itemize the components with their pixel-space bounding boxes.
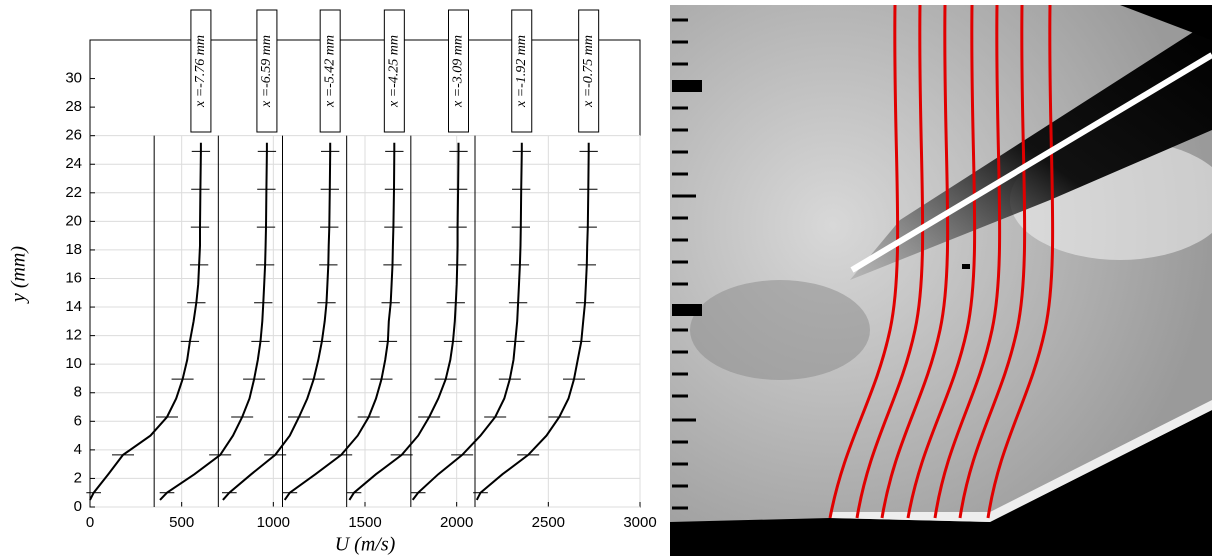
y-axis-label: y (mm): [8, 246, 30, 304]
x-tick-label: 2500: [532, 514, 565, 531]
legend-box: [383, 9, 405, 133]
y-tick-label: 18: [65, 241, 82, 258]
y-tick-label: 28: [65, 98, 82, 115]
x-tick-label: 3000: [623, 514, 656, 531]
x-tick-label: 1500: [348, 514, 381, 531]
plot: 0 500 1000 1500 2000 2500 30000246810121416182…: [65, 9, 657, 531]
legend-box: [448, 9, 469, 133]
scale-ticks: [672, 18, 696, 510]
x-tick-label: 500: [169, 514, 194, 531]
y-tick-label: 20: [65, 212, 82, 229]
x-tick-label: 2000: [440, 514, 473, 531]
wall-edge: [830, 400, 1212, 522]
y-tick-label: 16: [65, 269, 82, 286]
y-tick-label: 10: [65, 355, 82, 372]
legend-label: x =-6.59 mm: [259, 35, 274, 108]
legend-label: x =-1.92 mm: [514, 35, 529, 108]
legend-label: x =-0.75 mm: [581, 35, 596, 108]
legend-entry: x =-5.42 mm: [319, 9, 341, 133]
x-tick-label: 1000: [257, 514, 290, 531]
shock-line: [850, 52, 1212, 273]
scale-block: [672, 80, 702, 92]
y-tick-label: 22: [65, 184, 82, 201]
profile-line: [475, 142, 590, 501]
y-tick-label: 24: [65, 155, 82, 172]
profile-line: [89, 142, 202, 501]
image-shade: [690, 280, 870, 380]
y-tick-label: 8: [74, 384, 82, 401]
y-tick-label: 0: [74, 498, 82, 515]
profile-line: [411, 142, 523, 501]
profile-line: [348, 142, 460, 501]
profile-line: [159, 142, 268, 501]
y-tick-label: 30: [65, 70, 82, 87]
x-axis-label: U (m/s): [335, 534, 396, 556]
image-panel: [670, 4, 1212, 556]
y-tick-label: 4: [74, 441, 82, 458]
legend-box: [256, 9, 278, 133]
legend-entry: x =-1.92 mm: [511, 9, 533, 133]
image-mask: [670, 410, 1212, 556]
legend-label: x =-3.09 mm: [451, 35, 466, 108]
legend-entry: x =-7.76 mm: [190, 9, 212, 133]
y-tick-label: 6: [74, 412, 82, 429]
y-tick-label: 12: [65, 327, 82, 344]
legend-box: [578, 9, 600, 133]
legend-label: x =-4.25 mm: [387, 35, 402, 108]
legend-box: [511, 9, 533, 133]
profile-line: [283, 142, 396, 501]
legend-entry: x =-4.25 mm: [383, 9, 405, 133]
legend-label: x =-7.76 mm: [193, 35, 208, 108]
y-tick-label: 26: [65, 127, 82, 144]
image-corner: [1120, 5, 1212, 40]
legend-entry: x =-0.75 mm: [578, 9, 600, 133]
x-tick-label: 0: [86, 514, 94, 531]
profile-line: [222, 142, 332, 501]
y-tick-label: 2: [74, 469, 82, 486]
marker: [962, 264, 970, 269]
legend-box: [319, 9, 341, 133]
scale-block: [672, 304, 702, 316]
legend-box: [190, 9, 212, 133]
legend-label: x =-5.42 mm: [322, 35, 337, 108]
legend-entry: x =-3.09 mm: [448, 9, 469, 133]
profile-lines: [828, 4, 1055, 519]
legend-entry: x =-6.59 mm: [256, 9, 278, 133]
y-tick-label: 14: [65, 298, 82, 315]
